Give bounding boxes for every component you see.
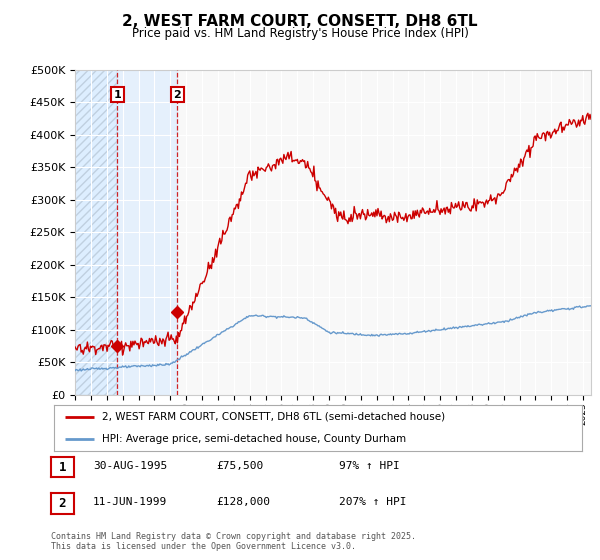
Bar [75,70,117,395]
Text: 2, WEST FARM COURT, CONSETT, DH8 6TL (semi-detached house): 2, WEST FARM COURT, CONSETT, DH8 6TL (se… [101,412,445,422]
Text: 1: 1 [113,90,121,100]
Text: Price paid vs. HM Land Registry's House Price Index (HPI): Price paid vs. HM Land Registry's House … [131,27,469,40]
Text: 2, WEST FARM COURT, CONSETT, DH8 6TL: 2, WEST FARM COURT, CONSETT, DH8 6TL [122,14,478,29]
Text: 11-JUN-1999: 11-JUN-1999 [93,497,167,507]
Text: HPI: Average price, semi-detached house, County Durham: HPI: Average price, semi-detached house,… [101,434,406,444]
Text: 207% ↑ HPI: 207% ↑ HPI [339,497,407,507]
Text: £128,000: £128,000 [216,497,270,507]
Text: 2: 2 [59,497,66,510]
Bar [117,70,177,395]
Text: Contains HM Land Registry data © Crown copyright and database right 2025.
This d: Contains HM Land Registry data © Crown c… [51,532,416,552]
Text: £75,500: £75,500 [216,461,263,471]
Text: 1: 1 [59,460,66,474]
Text: 2: 2 [173,90,181,100]
Text: 30-AUG-1995: 30-AUG-1995 [93,461,167,471]
Bar [75,70,117,395]
Text: 97% ↑ HPI: 97% ↑ HPI [339,461,400,471]
